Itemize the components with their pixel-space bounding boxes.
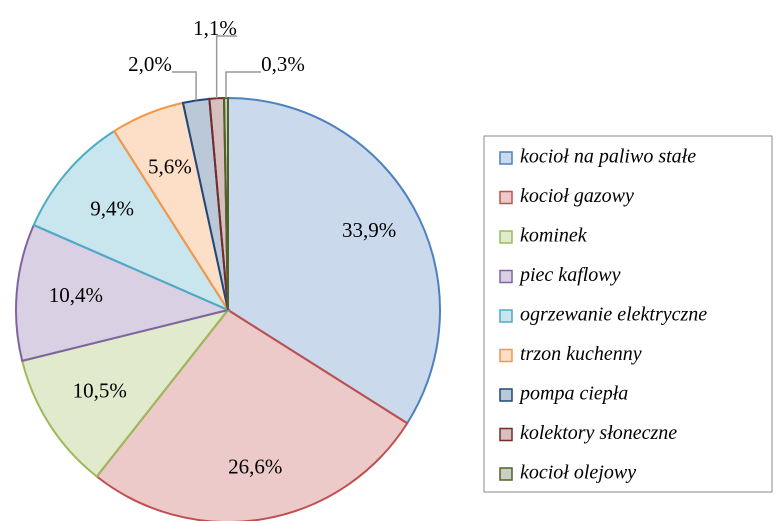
legend-swatch xyxy=(499,190,513,205)
legend-label: kocioł na paliwo stałe xyxy=(520,146,696,168)
leader-line xyxy=(172,71,197,101)
data-label: 2,0% xyxy=(128,52,172,76)
legend-swatch xyxy=(499,388,513,402)
data-label: 5,6% xyxy=(148,155,192,179)
data-label: 26,6% xyxy=(228,455,282,479)
leader-line xyxy=(215,35,237,99)
legend-swatch xyxy=(499,467,513,481)
pie-slice xyxy=(32,129,231,313)
data-label: 10,5% xyxy=(73,379,127,403)
legend-label: piec kaflowy xyxy=(518,264,621,286)
data-label: 1,1% xyxy=(193,16,237,40)
pie-slice xyxy=(20,308,231,478)
legend-swatch xyxy=(499,309,513,323)
legend-swatch xyxy=(499,427,513,442)
legend-label: pompa ciepła xyxy=(518,383,628,405)
pie-slice xyxy=(15,223,232,363)
leader-line xyxy=(225,71,261,99)
legend-swatch xyxy=(499,230,513,244)
data-label: 0,3% xyxy=(261,52,305,76)
legend-label: kocioł gazowy xyxy=(520,185,634,207)
legend-label: ogrzewanie elektryczne xyxy=(520,304,707,326)
legend-label: kominek xyxy=(520,225,588,247)
pie-slice xyxy=(227,96,441,425)
legend-label: kocioł olejowy xyxy=(520,462,636,484)
data-label: 10,4% xyxy=(49,283,103,307)
legend-swatch xyxy=(499,348,513,363)
data-label: 33,9% xyxy=(342,218,396,242)
legend-swatch xyxy=(499,269,513,284)
legend-label: trzon kuchenny xyxy=(520,343,642,365)
pie-slice xyxy=(95,308,409,521)
data-label: 9,4% xyxy=(90,197,134,221)
legend-box xyxy=(483,135,773,493)
legend-label: kolektory słoneczne xyxy=(520,422,677,444)
legend-swatch xyxy=(499,151,513,165)
